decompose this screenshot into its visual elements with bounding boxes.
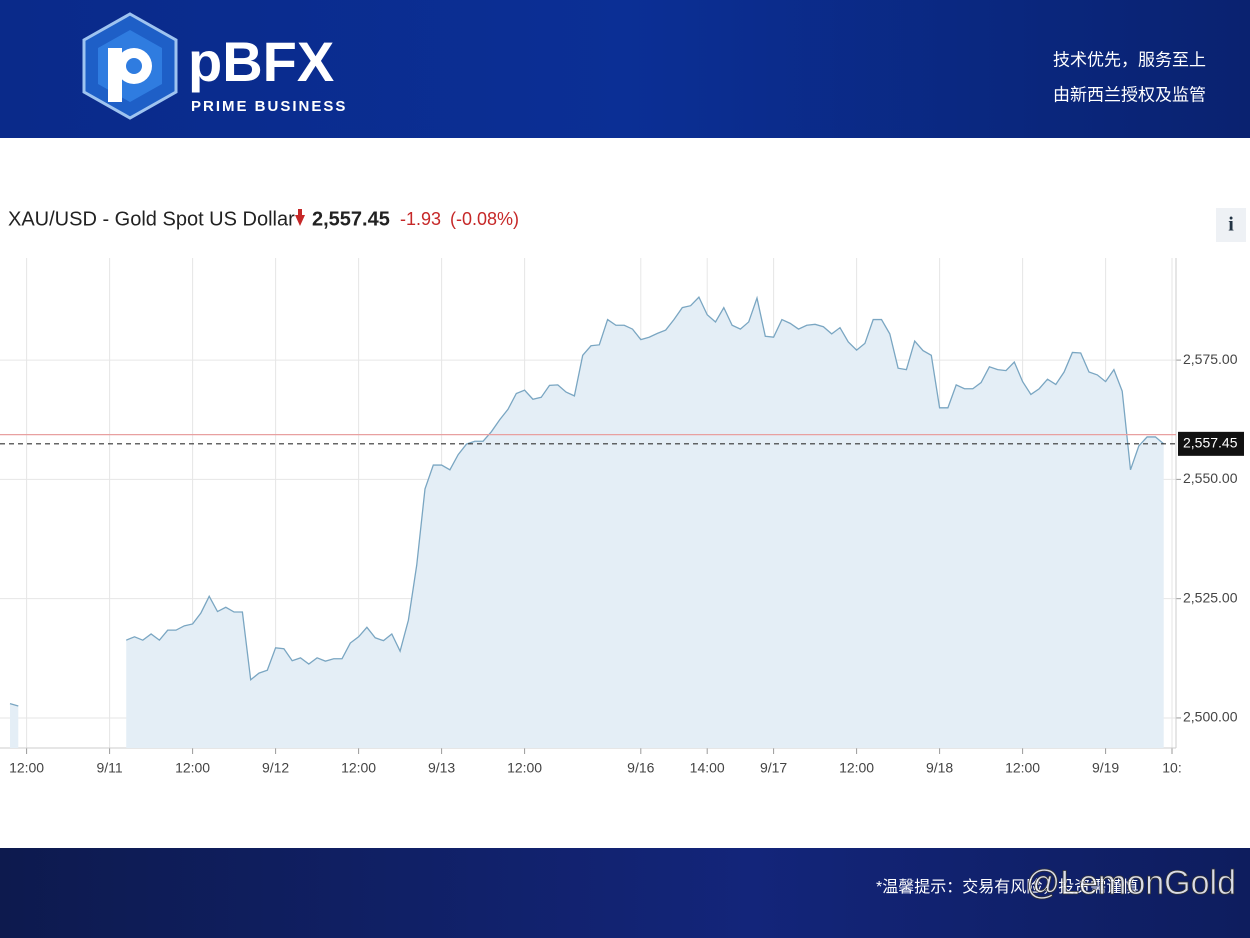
price-change: -1.93 <box>400 209 441 229</box>
x-tick-label: 9/13 <box>428 760 455 776</box>
watermark: @LemonGold <box>1026 864 1236 902</box>
last-price: 2,557.45 <box>312 208 390 230</box>
x-tick-label: 9/17 <box>760 760 787 776</box>
plot-area: 12:00 9/11 12:00 9/12 12:00 9/13 12:00 9/16 14:0… <box>0 258 1244 776</box>
slogan: 技术优先，服务至上 <box>1053 50 1206 69</box>
brand-sub: PRIME BUSINESS <box>191 98 347 115</box>
price-line <box>9 703 19 707</box>
last-price-tag-label: 2,557.45 <box>1183 435 1238 451</box>
price-line <box>125 295 1165 682</box>
area <box>10 703 19 748</box>
y-tick-label: 2,550.00 <box>1183 470 1238 486</box>
last-price-tag <box>1178 431 1244 456</box>
y-tick-label: 2,525.00 <box>1183 589 1238 605</box>
x-tick-label: 12:00 <box>9 760 44 776</box>
x-tick-label: 12:00 <box>175 760 210 776</box>
x-tick-label: 9/11 <box>96 760 122 776</box>
x-tick-label: 12:00 <box>1005 760 1040 776</box>
info-button[interactable] <box>1216 208 1246 242</box>
x-tick-label: 9/12 <box>262 760 289 776</box>
chart-title: XAU/USD - Gold Spot US Dollar <box>8 208 295 230</box>
x-tick-label: 12:00 <box>839 760 874 776</box>
x-tick-label: 12:00 <box>507 760 542 776</box>
footer-note: *温馨提示：交易有风险，投资需谨慎 <box>876 878 1138 896</box>
slogan: 由新西兰授权及监管 <box>1053 85 1206 104</box>
x-tick-label: 9/19 <box>1092 760 1119 776</box>
price-change-percent: (-0.08%) <box>450 209 519 229</box>
down-arrow <box>298 209 302 216</box>
x-tick-label: 9/16 <box>627 760 654 776</box>
x-tick-label: 10: <box>1162 760 1181 776</box>
down-arrow <box>295 215 305 226</box>
footer-band <box>0 848 1250 938</box>
info-icon[interactable]: i <box>1228 214 1234 236</box>
brand: pBFX <box>188 30 334 93</box>
x-tick-label: 14:00 <box>690 760 725 776</box>
y-tick-label: 2,500.00 <box>1183 709 1238 725</box>
x-tick-label: 9/18 <box>926 760 953 776</box>
y-tick-label: 2,575.00 <box>1183 351 1238 367</box>
x-tick-label: 12:00 <box>341 760 376 776</box>
logo-icon <box>82 12 178 120</box>
header-band <box>0 0 1250 138</box>
area <box>126 297 1164 748</box>
